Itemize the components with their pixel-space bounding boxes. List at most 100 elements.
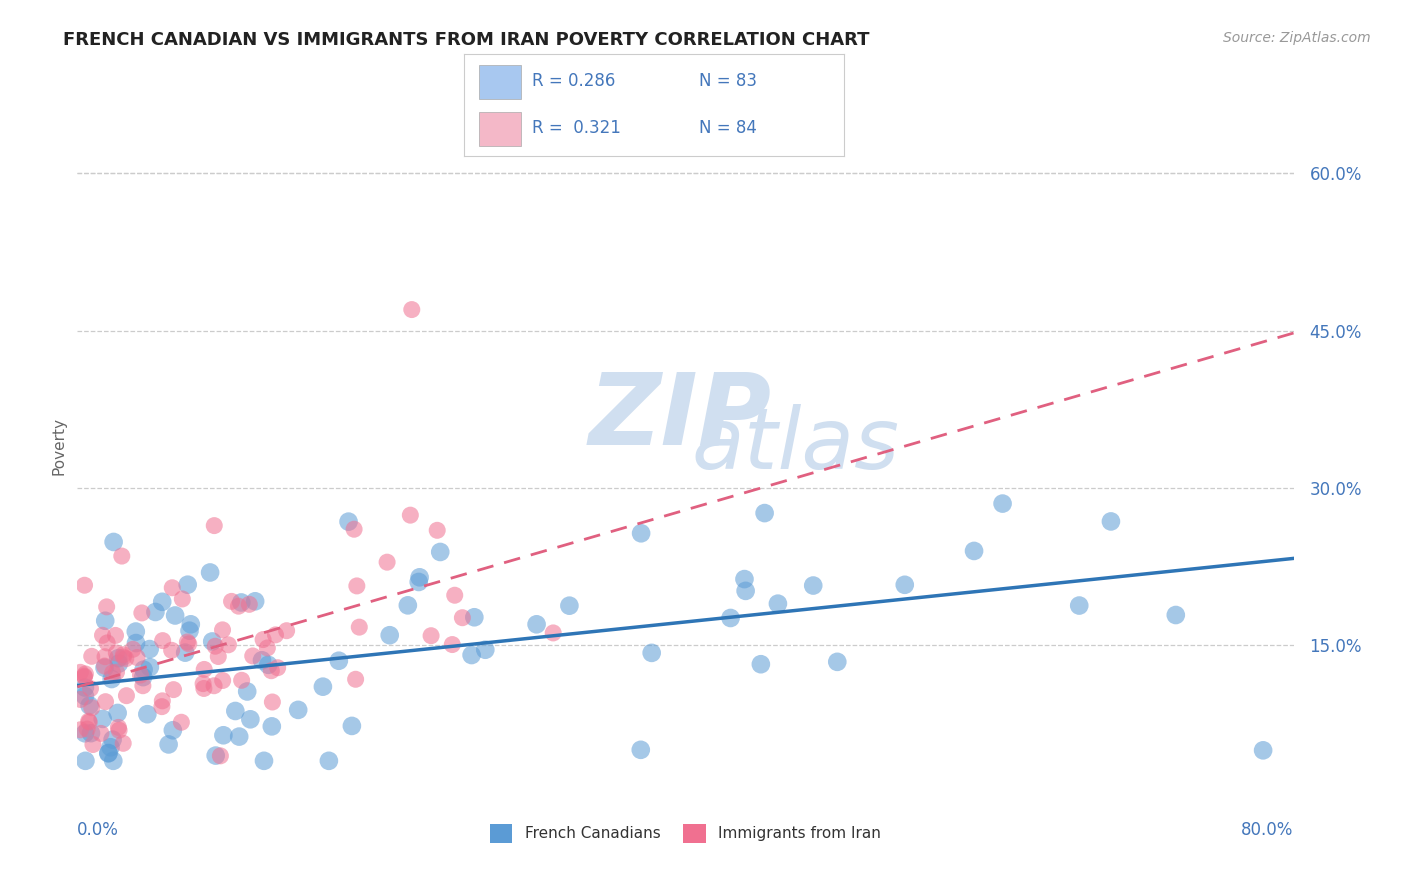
Point (526, 617, 548, 632)
Point (152, 633, 174, 648)
Point (754, 506, 776, 520)
Text: 80.0%: 80.0% (1241, 821, 1294, 838)
Point (420, 629, 443, 643)
Point (82, 738, 104, 752)
Point (253, 754, 276, 768)
Point (73, 578, 96, 592)
Point (179, 624, 201, 638)
Point (209, 748, 232, 763)
Point (451, 610, 474, 624)
Point (69, 665, 91, 680)
Point (207, 649, 229, 664)
Point (766, 597, 789, 611)
Point (460, 648, 482, 662)
Text: atlas: atlas (692, 404, 900, 488)
Point (641, 646, 664, 660)
Point (131, 606, 153, 620)
Point (204, 639, 226, 653)
Point (162, 682, 184, 697)
Point (114, 652, 136, 666)
Point (69, 692, 91, 706)
Text: Source: ZipAtlas.com: Source: ZipAtlas.com (1223, 31, 1371, 45)
Point (162, 581, 184, 595)
Point (160, 643, 183, 657)
Point (157, 738, 180, 752)
Point (426, 524, 449, 538)
Point (375, 555, 398, 569)
Point (91, 628, 114, 642)
Point (257, 657, 280, 672)
Point (97, 746, 120, 760)
Point (201, 634, 224, 648)
Text: N = 83: N = 83 (699, 72, 758, 90)
Point (138, 642, 160, 657)
Point (202, 518, 225, 533)
Point (165, 608, 187, 623)
Point (221, 594, 243, 608)
Point (276, 624, 298, 638)
Point (344, 673, 367, 687)
Point (176, 635, 198, 649)
Point (150, 699, 173, 714)
Point (77, 715, 100, 730)
Point (212, 728, 235, 742)
Point (100, 740, 122, 755)
Point (108, 723, 131, 738)
Point (287, 703, 309, 717)
Point (256, 640, 278, 655)
Point (408, 570, 430, 584)
Point (801, 578, 824, 592)
Text: ZIP: ZIP (588, 369, 770, 466)
Point (112, 650, 135, 665)
Point (441, 638, 464, 652)
Point (243, 594, 266, 608)
Point (198, 566, 221, 580)
Point (734, 583, 756, 598)
Point (100, 672, 122, 686)
Point (242, 648, 264, 663)
Point (73, 681, 96, 695)
Point (180, 617, 202, 632)
Point (228, 730, 250, 744)
Point (1251, 743, 1274, 757)
Text: N = 84: N = 84 (699, 120, 758, 137)
Point (132, 679, 155, 693)
Point (132, 663, 155, 677)
Text: 0.0%: 0.0% (77, 821, 120, 838)
Point (75, 754, 97, 768)
Point (346, 579, 368, 593)
Point (96, 636, 118, 650)
Point (105, 665, 128, 680)
Point (312, 680, 335, 694)
Point (252, 632, 274, 647)
Point (991, 497, 1014, 511)
Bar (479, 112, 520, 145)
Point (111, 549, 134, 563)
Point (191, 676, 214, 690)
Point (93, 661, 115, 675)
Point (401, 302, 423, 317)
Y-axis label: Poverty: Poverty (51, 417, 66, 475)
Point (239, 712, 262, 726)
Point (231, 673, 253, 688)
Point (75, 667, 97, 681)
Point (103, 535, 125, 549)
Point (443, 588, 465, 602)
Point (337, 515, 360, 529)
Point (96, 599, 118, 614)
Point (125, 650, 148, 665)
Point (238, 597, 260, 611)
Point (122, 642, 145, 657)
Point (630, 526, 652, 541)
Point (73, 689, 96, 703)
Point (107, 651, 129, 665)
Text: R =  0.321: R = 0.321 (533, 120, 621, 137)
Point (150, 595, 173, 609)
Point (541, 626, 564, 640)
Point (91, 712, 114, 726)
Point (172, 591, 194, 606)
Point (408, 574, 430, 589)
Point (264, 628, 287, 642)
Point (378, 628, 401, 642)
Point (115, 689, 138, 703)
